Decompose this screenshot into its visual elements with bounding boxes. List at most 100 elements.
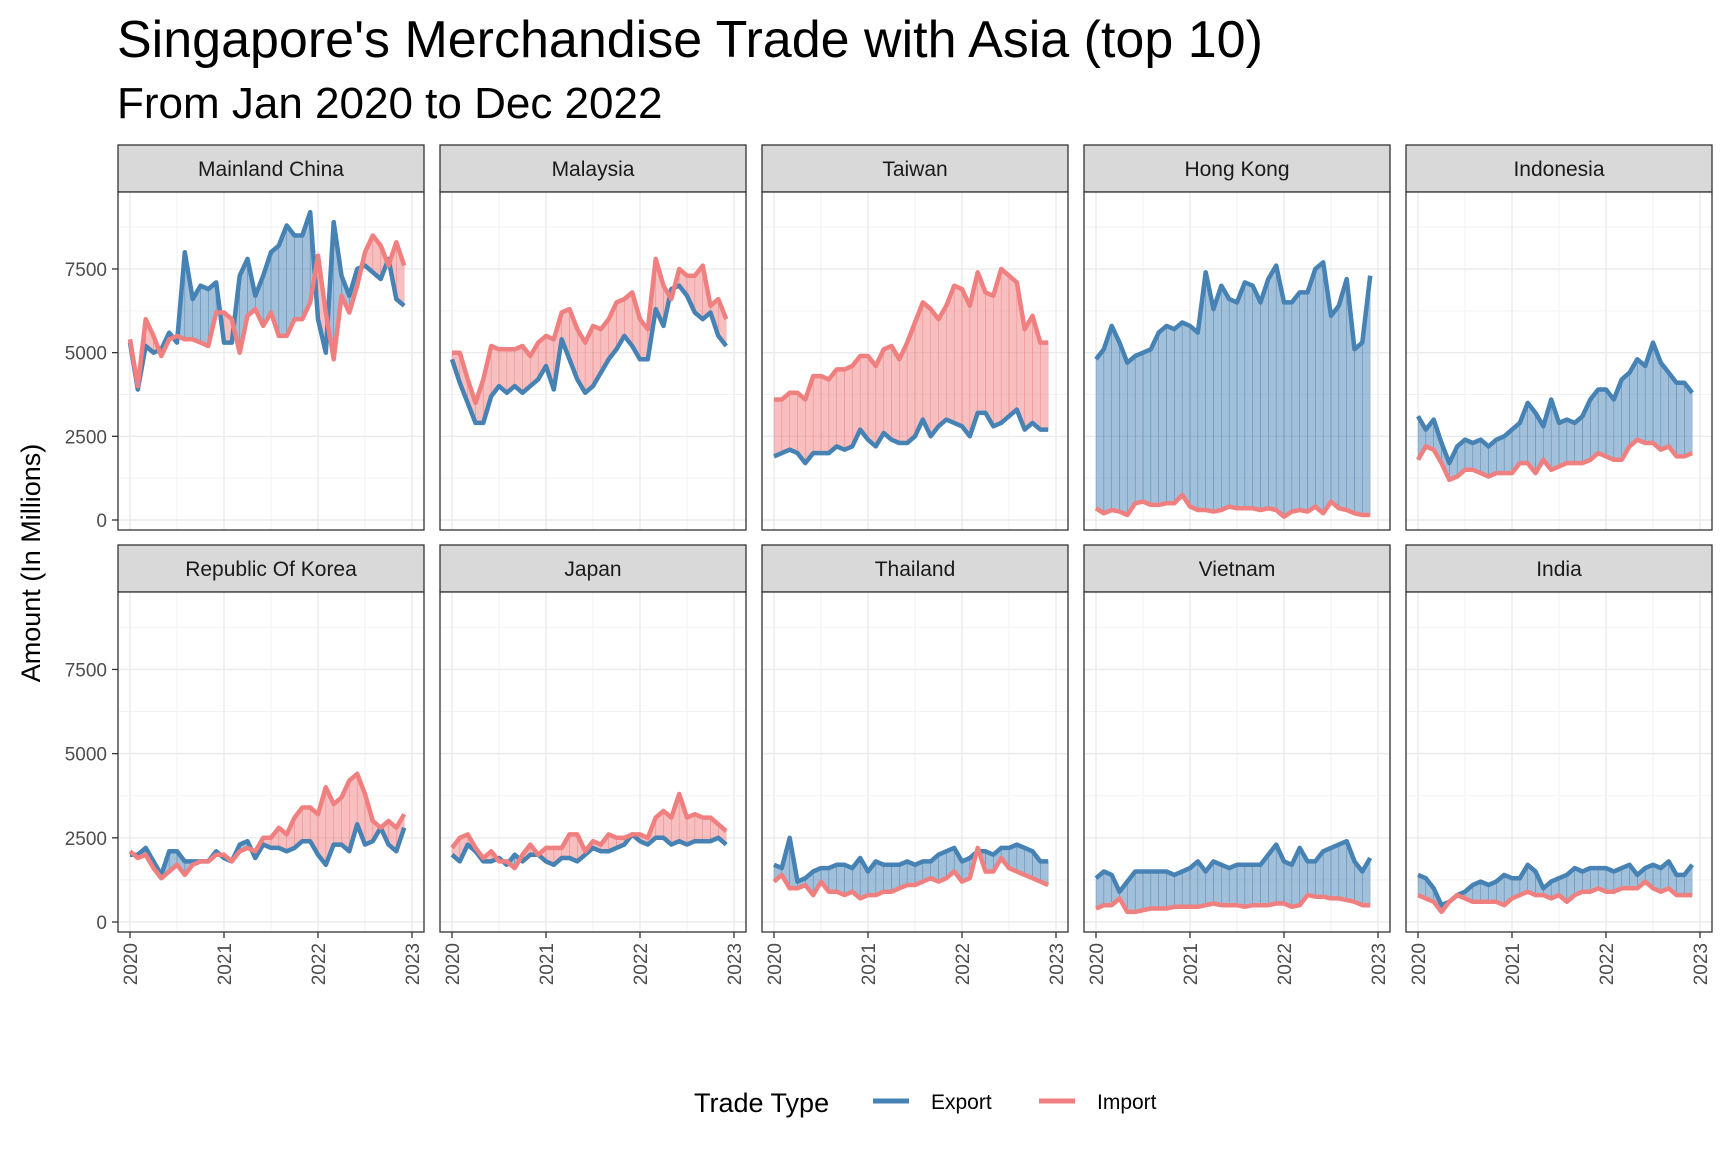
legend-title: Trade Type [694,1088,829,1118]
series-line-export [1094,838,1373,894]
x-tick-label: 2023 [403,943,424,985]
difference-area [836,369,845,451]
series-line-import [1416,437,1694,483]
y-tick-label: 0 [96,511,107,532]
difference-area [859,355,869,441]
difference-area [1496,435,1505,474]
difference-area [1221,284,1230,511]
difference-area [1158,871,1167,909]
difference-area [1668,371,1677,458]
facet-label: Vietnam [1199,558,1276,581]
difference-area [1213,860,1222,906]
difference-area [1111,325,1120,512]
facet-label: Malaysia [552,158,635,181]
difference-area [200,285,209,347]
panel-border [1083,591,1391,933]
difference-area [867,355,877,448]
facet-label: Hong Kong [1184,158,1289,181]
facet-label: Mainland China [198,158,344,181]
facet-label: Japan [564,558,621,581]
difference-area [930,308,939,438]
legend-label-export: Export [931,1091,992,1114]
difference-area [773,399,783,457]
difference-area [1166,871,1175,909]
panel-border [1405,591,1713,933]
x-tick-label: 2023 [725,943,746,985]
difference-area [1252,864,1261,906]
difference-area [1000,268,1010,424]
series-line-export [449,283,728,426]
difference-area [1330,304,1340,509]
series-line-import [1095,892,1371,915]
difference-area [820,375,830,454]
difference-area [828,368,838,454]
x-tick-label: 2021 [859,943,880,985]
difference-area [1307,861,1316,898]
facet-panel-malaysia: Malaysia [439,144,747,531]
difference-area [1189,325,1199,511]
series-line-import [128,771,407,881]
difference-area [883,864,892,893]
chart-subtitle: From Jan 2020 to Dec 2022 [117,79,662,128]
difference-area [1244,864,1253,908]
difference-area [1119,342,1128,516]
difference-area [702,817,711,842]
series-line-export [1094,260,1373,365]
x-tick-label: 2023 [1369,943,1390,985]
difference-area [961,288,971,438]
series-line-import [127,233,407,389]
facet-strip [117,144,425,193]
y-tick-label: 2500 [65,427,107,448]
x-tick-label: 2021 [537,943,558,985]
facet-panel-mainland-china: Mainland China 0 2500 5000 7500 [65,144,425,532]
facet-label: Indonesia [1513,158,1604,181]
difference-area [1142,871,1152,911]
difference-area [1566,419,1575,464]
facet-strip [439,144,747,193]
difference-area [1142,348,1152,506]
facet-label: Taiwan [882,158,947,181]
chart-title: Singapore's Merchandise Trade with Asia … [117,11,1263,69]
facet-panel-vietnam: Vietnam 2020 2021 2022 2023 [1083,544,1391,985]
difference-area [1181,867,1191,908]
difference-area [883,345,892,441]
difference-area [1597,389,1607,457]
x-tick-label: 2022 [631,943,652,985]
legend: Trade Type Export Import [694,1088,1157,1118]
difference-area [1684,381,1693,457]
facet-strip [117,544,425,593]
difference-area [844,365,853,451]
series-line-import [1094,492,1371,519]
facet-strip [761,144,1069,193]
x-tick-label: 2022 [953,943,974,985]
difference-area [294,235,303,320]
difference-area [812,375,822,454]
series-line-export [773,835,1049,884]
difference-area [1660,361,1669,451]
panel-border [439,191,747,531]
difference-area [1315,261,1324,514]
difference-area [1174,321,1183,505]
y-axis-label: Amount (In Millions) [16,444,46,683]
x-tick-label: 2022 [1597,943,1618,985]
difference-area [1228,298,1238,509]
difference-area [1558,419,1568,467]
difference-area [1299,292,1308,512]
facet-panels: Mainland China 0 2500 5000 7500 Malaysia Taiwa… [65,144,1713,985]
x-tick-label: 2020 [443,943,464,985]
facet-panel-india: India 2020 2021 2022 2023 [1405,544,1713,985]
difference-area [1354,341,1363,516]
facet-panel-republic-of-korea: Republic Of Korea 0 2500 5000 7500 2020 2021 20… [65,544,425,985]
panel-border [117,191,425,531]
difference-area [1322,847,1332,899]
difference-area [1134,352,1144,504]
difference-area [1676,382,1685,457]
series-line-import [1417,879,1693,915]
difference-area [1150,332,1159,506]
series-line-export [1417,859,1694,908]
facet-strip [439,544,747,593]
difference-area [1236,282,1246,509]
difference-area [1150,871,1159,909]
series-line-import [774,266,1049,402]
